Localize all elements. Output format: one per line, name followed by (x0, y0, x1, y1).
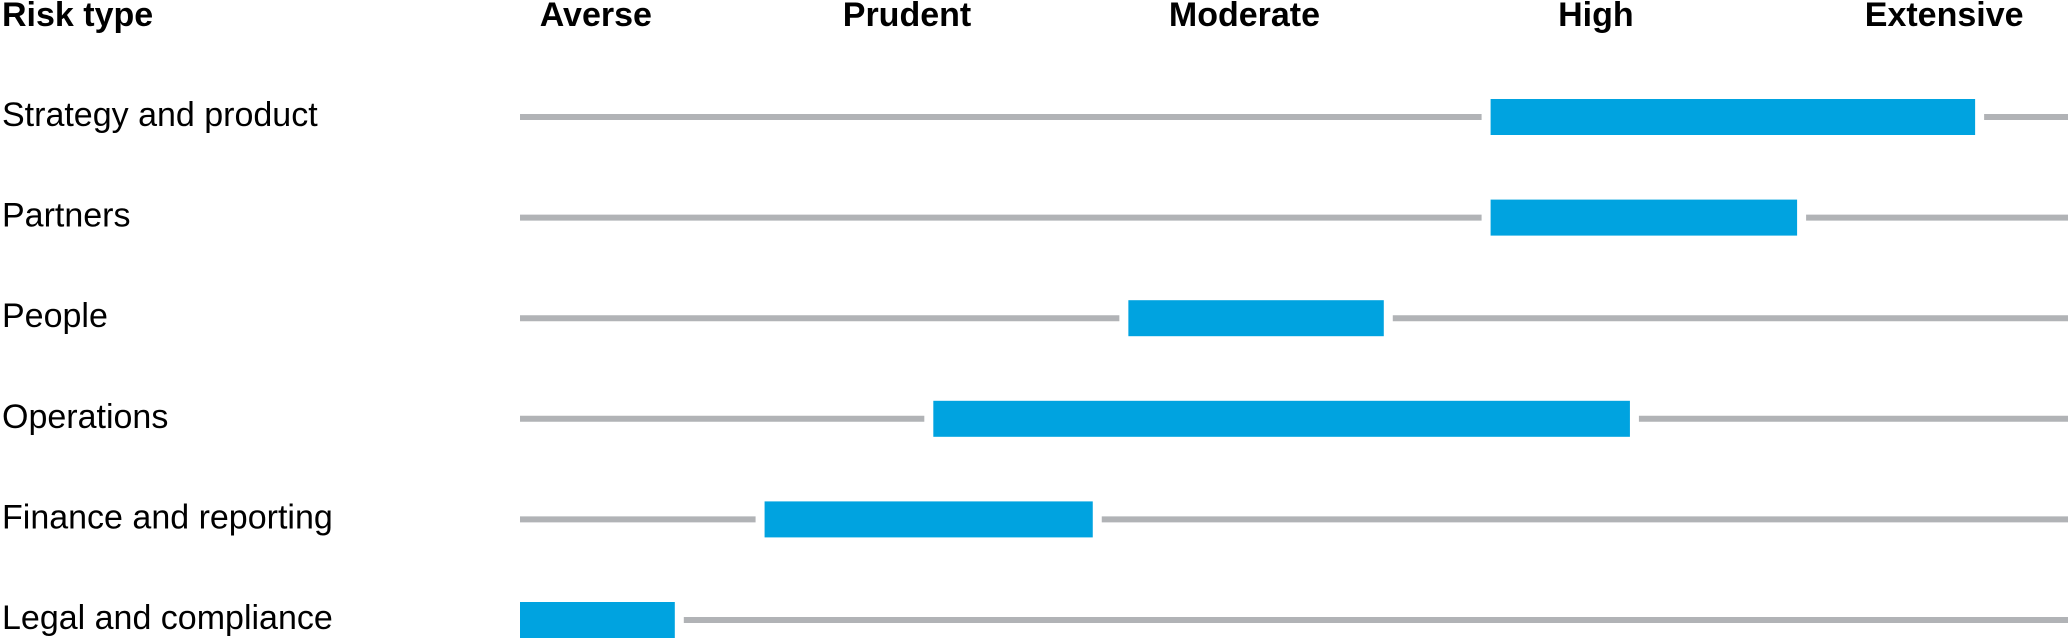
y-tick-label: Legal and compliance (2, 599, 333, 637)
bar (1490, 99, 1976, 135)
y-tick-label: Partners (2, 197, 131, 235)
y-tick-label: People (2, 297, 108, 335)
y-tick-label: Finance and reporting (2, 498, 333, 536)
x-tick-label: Extensive (1865, 0, 2024, 34)
x-tick-label: Prudent (843, 0, 971, 34)
y-tick-label: Strategy and product (2, 96, 318, 134)
x-tick-label: High (1558, 0, 1634, 34)
bar (933, 400, 1630, 437)
x-tick-label: Averse (540, 0, 652, 34)
bar (1490, 199, 1798, 236)
x-tick-label: Moderate (1169, 0, 1320, 34)
bar (520, 602, 675, 638)
bar (764, 501, 1093, 538)
y-axis-title: Risk type (2, 0, 153, 34)
bar (1128, 300, 1384, 337)
y-tick-label: Operations (2, 398, 168, 436)
